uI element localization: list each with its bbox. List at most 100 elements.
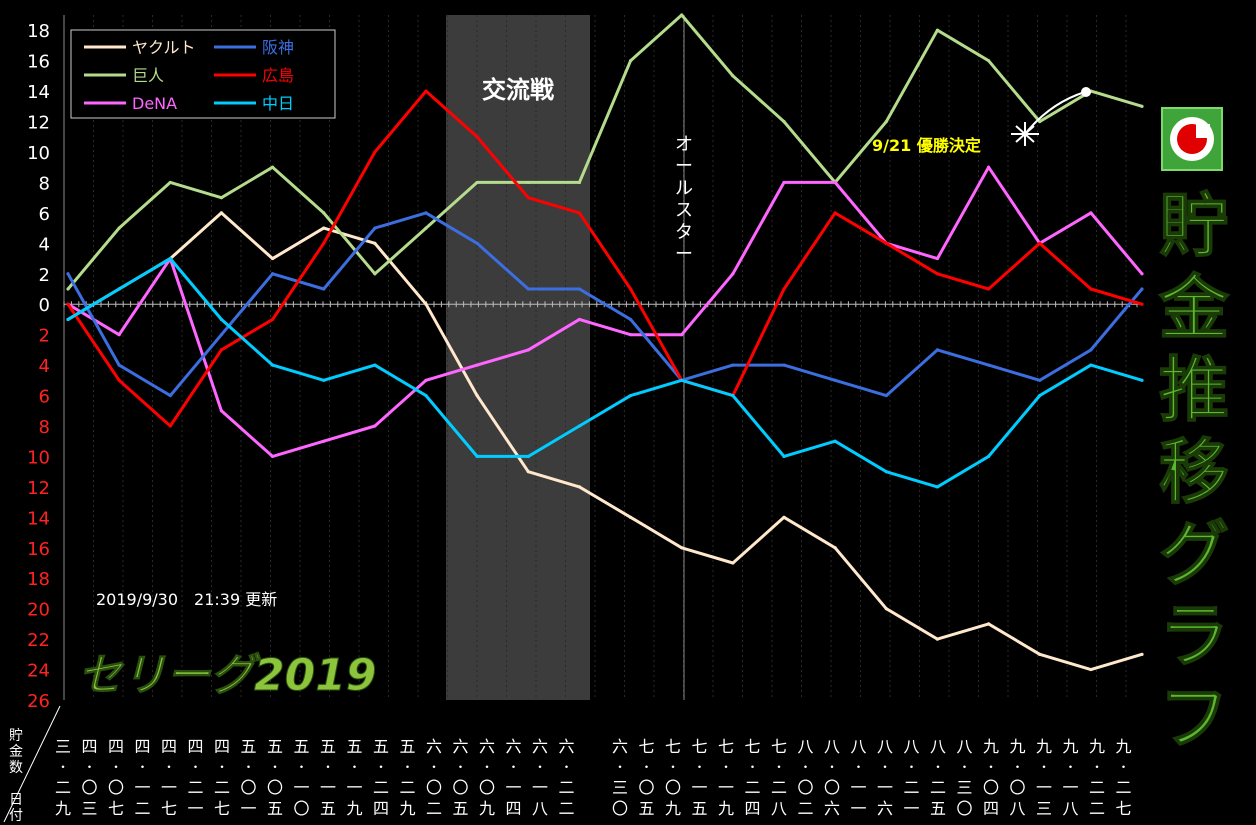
series-point-2 — [322, 439, 326, 443]
clinch-label: 9/21 優勝決定 — [872, 136, 981, 155]
date-ones: 八 — [771, 799, 787, 818]
series-point-5 — [168, 256, 172, 261]
date-tens: 〇 — [1009, 778, 1025, 797]
series-point-2 — [782, 180, 786, 185]
series-point-3 — [628, 317, 633, 322]
date-dot: ・ — [136, 760, 148, 774]
date-month: 九 — [1062, 737, 1078, 756]
series-point-2 — [1089, 211, 1093, 215]
legend-label: 中日 — [262, 94, 294, 113]
date-month: 九 — [983, 737, 999, 756]
date-dot: ・ — [1038, 760, 1050, 774]
series-point-5 — [475, 454, 479, 459]
series-point-3 — [986, 363, 991, 367]
legend-label: 巨人 — [132, 66, 164, 85]
series-point-5 — [424, 393, 428, 398]
y-tick-label: 20 — [27, 600, 50, 621]
series-point-5 — [986, 454, 991, 459]
date-dot: ・ — [1011, 760, 1023, 774]
y-tick-label: 18 — [27, 569, 50, 590]
series-point-3 — [117, 363, 121, 367]
series-point-4 — [373, 150, 377, 154]
series-point-0 — [1140, 652, 1144, 656]
date-month: 四 — [187, 737, 203, 756]
series-line-4 — [66, 89, 1143, 428]
series-point-4 — [219, 348, 224, 352]
date-dot: ・ — [83, 760, 95, 774]
date-ones: 一 — [240, 799, 256, 818]
series-point-1 — [782, 119, 786, 124]
date-ones: 一 — [187, 799, 203, 818]
date-month: 九 — [1089, 737, 1105, 756]
date-ones: 八 — [1009, 799, 1025, 818]
series-point-1 — [322, 211, 326, 215]
date-ones: 四 — [373, 799, 389, 818]
date-tens: 一 — [877, 778, 893, 797]
series-point-0 — [1089, 667, 1093, 672]
series-point-5 — [680, 378, 684, 382]
axis-label-char: 日 — [9, 792, 23, 808]
series-point-3 — [1140, 287, 1144, 291]
series-point-1 — [884, 119, 888, 124]
series-point-5 — [66, 317, 70, 322]
date-tens: 〇 — [452, 778, 468, 797]
series-point-1 — [475, 180, 479, 185]
date-month: 七 — [744, 737, 760, 756]
series-point-1 — [1038, 119, 1042, 124]
clinch-marker — [1081, 87, 1091, 97]
series-point-3 — [66, 272, 70, 276]
date-month: 五 — [346, 737, 362, 756]
date-tens: 一 — [505, 778, 521, 797]
date-month: 六 — [452, 737, 468, 756]
date-tens: 一 — [718, 778, 734, 797]
series-point-5 — [1140, 378, 1144, 382]
series-point-2 — [526, 348, 530, 352]
series-point-3 — [782, 363, 786, 367]
date-month: 六 — [479, 737, 495, 756]
date-labels: 三・二九四・〇三四・〇七四・一二四・一七四・二一四・二七五・〇一五・〇五五・一〇… — [3, 705, 1132, 824]
title-char: フ — [1159, 677, 1229, 759]
series-point-5 — [117, 287, 121, 291]
date-month: 五 — [240, 737, 256, 756]
y-tick-label: 16 — [27, 52, 50, 73]
date-ones: 一 — [850, 799, 866, 818]
date-dot: ・ — [985, 760, 997, 774]
series-point-3 — [1089, 348, 1093, 352]
logo-notch — [1196, 124, 1210, 138]
y-tick-label: 0 — [39, 295, 50, 316]
date-tens: 一 — [532, 778, 548, 797]
series-line-1 — [66, 13, 1143, 290]
series-point-0 — [219, 211, 224, 215]
series-point-1 — [526, 180, 530, 185]
series-point-4 — [168, 424, 172, 428]
date-dot: ・ — [667, 760, 679, 774]
date-ones: 五 — [638, 799, 654, 818]
allstar-label-char: タ — [675, 222, 693, 243]
date-dot: ・ — [507, 760, 519, 774]
date-ones: 二 — [426, 799, 442, 818]
date-dot: ・ — [189, 760, 201, 774]
legend-label: 広島 — [262, 66, 294, 85]
series-point-5 — [373, 363, 377, 367]
interleague-label: 交流戦 — [482, 76, 554, 104]
y-tick-label: 24 — [27, 661, 50, 682]
y-tick-label: 12 — [27, 478, 50, 499]
series-point-5 — [731, 393, 735, 398]
clinch-star — [1011, 122, 1039, 146]
date-month: 八 — [930, 737, 946, 756]
date-dot: ・ — [1117, 760, 1129, 774]
series-point-5 — [219, 317, 224, 322]
date-ones: 〇 — [956, 799, 972, 818]
series-point-0 — [731, 561, 735, 565]
interleague-band-rect — [446, 15, 590, 700]
series-point-2 — [577, 317, 582, 322]
date-ones: 五 — [320, 799, 336, 818]
allstar-label-char: ス — [675, 200, 693, 221]
date-tens: 〇 — [426, 778, 442, 797]
series-point-0 — [373, 241, 377, 245]
date-dot: ・ — [958, 760, 970, 774]
date-month: 七 — [771, 737, 787, 756]
